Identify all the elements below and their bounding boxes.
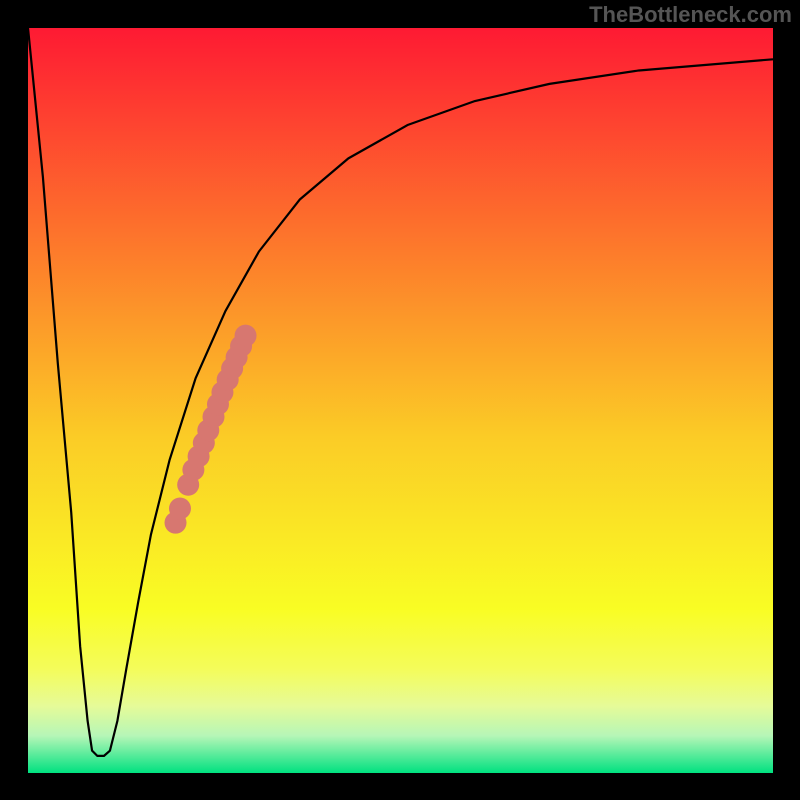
- watermark-text: TheBottleneck.com: [589, 2, 792, 28]
- chart-svg: [28, 28, 773, 773]
- scatter-point: [169, 498, 191, 520]
- bottleneck-curve: [28, 28, 773, 756]
- plot-area: [28, 28, 773, 773]
- scatter-point: [235, 325, 257, 347]
- chart-frame: TheBottleneck.com: [0, 0, 800, 800]
